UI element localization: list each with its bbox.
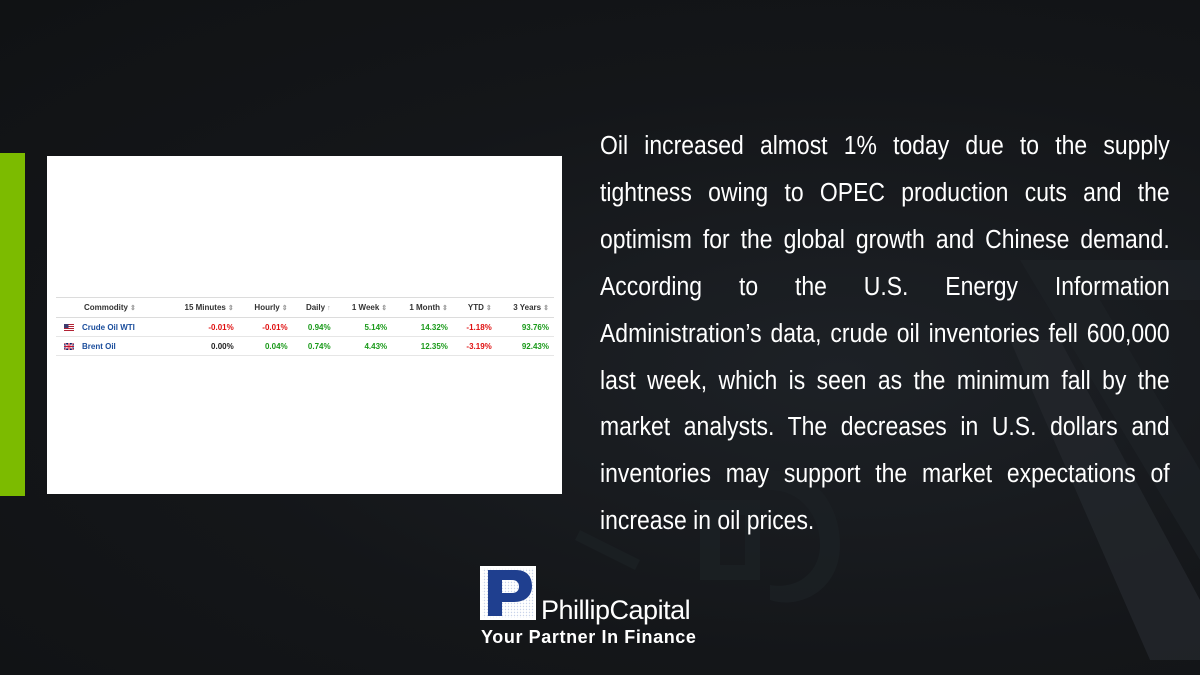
column-header-3-years[interactable]: 3 Years ⇕ xyxy=(496,297,554,318)
commodity-performance-table: Commodity ⇕ 15 Minutes ⇕ Hourly ⇕ Daily ↑ 1 … xyxy=(56,297,554,356)
table-row: Brent Oil 0.00% 0.04% 0.74% 4.43% 12.35%… xyxy=(56,336,554,356)
sort-icon: ⇕ xyxy=(485,305,492,312)
accent-bar xyxy=(0,153,25,496)
sort-icon: ⇕ xyxy=(227,305,234,312)
column-header-daily[interactable]: Daily ↑ xyxy=(292,297,336,318)
column-header-1-month[interactable]: 1 Month ⇕ xyxy=(392,297,453,318)
value-3-years: 93.76% xyxy=(496,317,554,337)
value-1-week: 5.14% xyxy=(335,317,393,337)
sort-icon: ⇕ xyxy=(381,305,388,312)
phillipcapital-logo-icon xyxy=(480,566,536,620)
column-header-ytd[interactable]: YTD ⇕ xyxy=(452,297,497,318)
value-hourly: -0.01% xyxy=(238,317,293,337)
value-ytd: -3.19% xyxy=(452,336,497,356)
market-commentary-paragraph: Oil increased almost 1% today due to the… xyxy=(600,132,1170,536)
brand-name: PhillipCapital xyxy=(541,595,691,625)
commodity-link[interactable]: Brent Oil xyxy=(82,341,116,351)
value-15-minutes: 0.00% xyxy=(164,336,239,356)
sort-icon: ⇕ xyxy=(281,305,288,312)
value-1-month: 12.35% xyxy=(392,336,453,356)
table-header-row: Commodity ⇕ 15 Minutes ⇕ Hourly ⇕ Daily ↑ 1 … xyxy=(56,297,554,318)
column-header-hourly[interactable]: Hourly ⇕ xyxy=(238,297,293,318)
value-1-week: 4.43% xyxy=(335,336,393,356)
commodity-cell: Brent Oil xyxy=(56,336,165,356)
brand-tagline: Your Partner In Finance xyxy=(481,627,697,647)
commodity-link[interactable]: Crude Oil WTI xyxy=(82,322,135,332)
value-15-minutes: -0.01% xyxy=(164,317,239,337)
commodity-cell: Crude Oil WTI xyxy=(56,317,165,337)
value-1-month: 14.32% xyxy=(392,317,453,337)
us-flag-icon xyxy=(64,323,74,331)
sort-icon: ⇕ xyxy=(543,305,549,312)
sort-ascending-icon: ↑ xyxy=(327,305,331,312)
uk-flag-icon xyxy=(64,342,74,350)
column-header-15-minutes[interactable]: 15 Minutes ⇕ xyxy=(164,297,239,318)
value-ytd: -1.18% xyxy=(452,317,497,337)
value-3-years: 92.43% xyxy=(496,336,554,356)
value-daily: 0.94% xyxy=(292,317,336,337)
value-daily: 0.74% xyxy=(292,336,336,356)
column-header-commodity[interactable]: Commodity ⇕ xyxy=(56,297,165,318)
value-hourly: 0.04% xyxy=(238,336,293,356)
table-row: Crude Oil WTI -0.01% -0.01% 0.94% 5.14% … xyxy=(56,317,554,337)
screenshot-panel: Commodity ⇕ 15 Minutes ⇕ Hourly ⇕ Daily ↑ 1 … xyxy=(47,156,562,494)
sort-icon: ⇕ xyxy=(130,305,136,312)
sort-icon: ⇕ xyxy=(442,305,448,312)
column-header-1-week[interactable]: 1 Week ⇕ xyxy=(335,297,393,318)
